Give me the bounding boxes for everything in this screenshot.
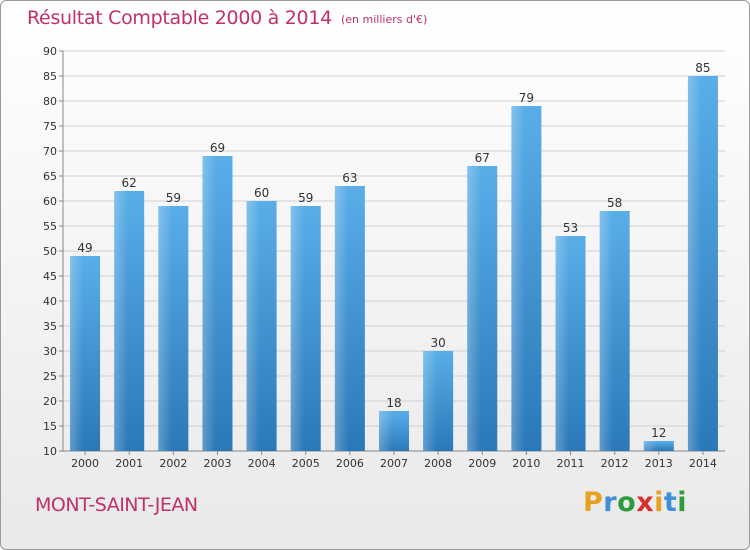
bar-highlight [643,441,658,451]
y-tick-label: 45 [43,270,57,283]
bar [643,441,674,451]
bar-value-label: 62 [122,176,137,190]
commune-name: MONT-SAINT-JEAN [35,494,198,516]
y-tick-label: 35 [43,320,57,333]
logo-letter: i [654,487,664,518]
bar-highlight [202,156,216,451]
x-tick-label: 2011 [557,457,585,470]
label-layer: 49 62 59 69 60 59 63 18 30 67 79 53 58 12 85 [77,61,710,440]
logo-letter: i [677,487,688,518]
y-tick-label: 10 [43,445,57,458]
y-tick-label: 80 [43,95,57,108]
bar-value-label: 49 [77,241,92,255]
bar-highlight [114,191,128,451]
x-tick-label: 2009 [468,457,496,470]
bar-value-label: 85 [695,61,710,75]
y-tick-label: 70 [43,145,57,158]
x-tick-label: 2006 [336,457,364,470]
logo-letter: t [663,487,678,518]
bar-highlight [334,186,349,451]
proxiti-logo: Proxiti [583,487,687,518]
bar-value-label: 59 [166,191,181,205]
bar-value-label: 12 [651,426,666,440]
y-tick-label: 20 [43,395,57,408]
bar-highlight [158,206,172,451]
bar-highlight [555,236,570,451]
bar-highlight [70,256,84,451]
bar-highlight [599,211,614,451]
x-tick-label: 2007 [380,457,408,470]
x-tick-label: 2005 [292,457,320,470]
bar-value-label: 63 [342,171,357,185]
y-tick-label: 75 [43,120,57,133]
bar-highlight [687,76,702,451]
bar-highlight [290,206,305,451]
bar-value-label: 79 [519,91,534,105]
bar-value-label: 30 [430,336,445,350]
bar-value-label: 67 [475,151,490,165]
x-tick-label: 2010 [512,457,540,470]
bar-highlight [511,106,525,451]
y-tick-label: 90 [43,45,57,58]
x-tick-label: 2013 [645,457,673,470]
bar-highlight [467,166,481,451]
x-tick-label: 2014 [689,457,717,470]
y-tick-label: 60 [43,195,57,208]
y-tick-label: 85 [43,70,57,83]
logo-letter: x [636,487,655,518]
bar-value-label: 60 [254,186,269,200]
bar-value-label: 53 [563,221,578,235]
x-tick-label: 2000 [71,457,99,470]
bar-highlight [246,201,261,451]
bar-highlight [378,411,393,451]
bar-layer [70,76,718,451]
x-tick-label: 2012 [601,457,629,470]
axis-layer: 10 15 20 25 30 35 40 45 50 55 60 65 70 75 80 85 90 2000 20… [43,45,725,470]
bar-value-label: 69 [210,141,225,155]
x-tick-label: 2003 [203,457,231,470]
bar-value-label: 58 [607,196,622,210]
x-tick-label: 2008 [424,457,452,470]
bar-value-label: 59 [298,191,313,205]
logo-letter: r [603,487,618,518]
y-tick-label: 30 [43,345,57,358]
y-tick-label: 15 [43,420,57,433]
bar-highlight [423,351,437,451]
bar-value-label: 18 [386,396,401,410]
y-tick-label: 50 [43,245,57,258]
y-tick-label: 55 [43,220,57,233]
logo-letter: P [583,487,604,518]
chart-unit: (en milliers d'€) [341,13,428,26]
logo-letter: o [617,487,637,518]
y-tick-label: 65 [43,170,57,183]
y-tick-label: 40 [43,295,57,308]
x-tick-label: 2001 [115,457,143,470]
chart-title: Résultat Comptable 2000 à 2014 [27,7,332,29]
x-tick-label: 2002 [159,457,187,470]
x-tick-label: 2004 [248,457,276,470]
y-tick-label: 25 [43,370,57,383]
